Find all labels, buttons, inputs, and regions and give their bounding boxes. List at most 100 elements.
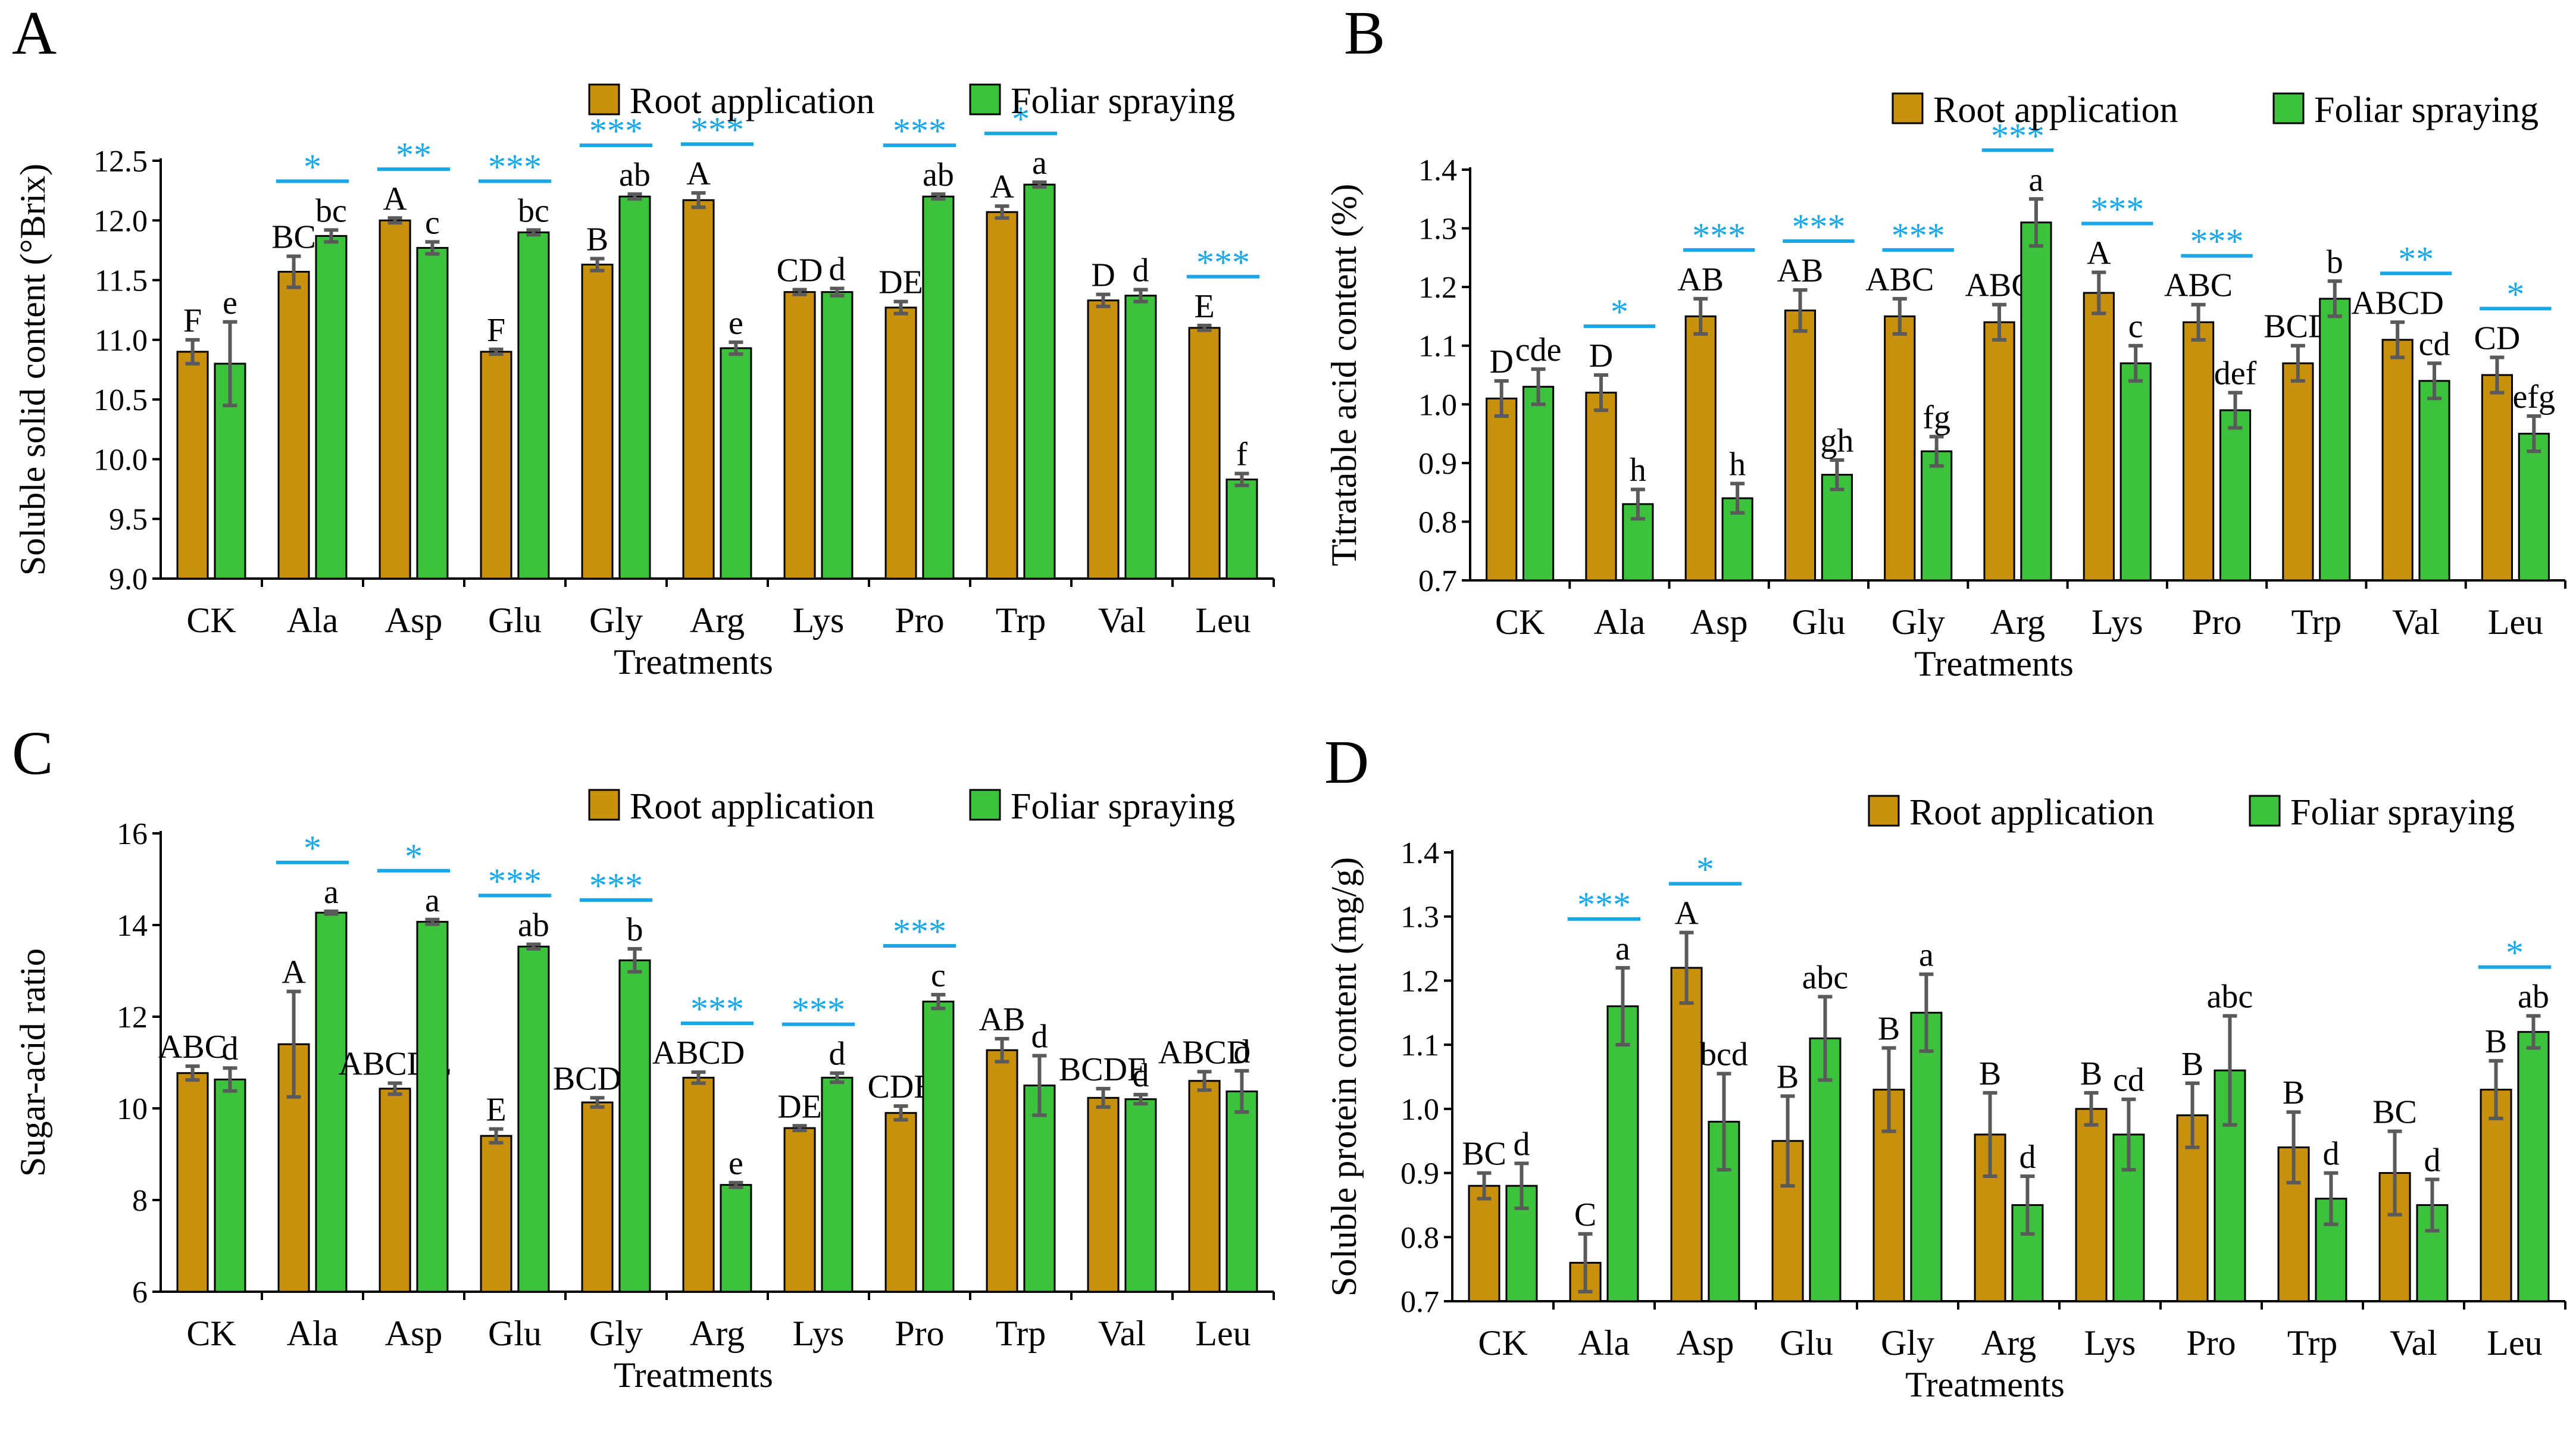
legend-swatch-root — [1892, 92, 1924, 124]
y-tick-label: 9.0 — [109, 563, 148, 596]
significance-letter: d — [1513, 1126, 1530, 1163]
significance-letter: a — [425, 882, 440, 919]
significance-stars: *** — [1792, 207, 1845, 246]
x-tick-label: Lys — [793, 601, 845, 640]
x-tick-label: Lys — [2092, 602, 2143, 642]
panel-b: B 0.7 0.8 0.9 1.0 1.1 1.2 1.3 1.4 CK D cde Ala Dh * Asp… — [1324, 0, 2566, 683]
significance-letter: B — [2283, 1074, 2305, 1111]
legend-swatch-foliar — [2272, 92, 2305, 124]
significance-letter: b — [2327, 243, 2343, 280]
x-tick-label: Pro — [895, 601, 944, 640]
bar-root-application — [1784, 310, 1817, 582]
bar-root-application — [176, 351, 209, 580]
bar-root-application — [1188, 327, 1221, 580]
significance-letter: AB — [1677, 261, 1724, 298]
x-tick-label: Lys — [793, 1314, 845, 1353]
bar-foliar-spraying — [1522, 386, 1555, 582]
x-tick-label: Leu — [1195, 601, 1251, 640]
x-tick-label: Arg — [1990, 602, 2045, 642]
legend: Root application Foliar spraying — [588, 81, 1235, 121]
x-tick-label: CK — [186, 601, 236, 640]
legend: Root application Foliar spraying — [1892, 90, 2539, 130]
significance-letter: f — [1236, 436, 1248, 473]
significance-letter: A — [383, 180, 407, 217]
bar-foliar-spraying — [1809, 1037, 1842, 1302]
legend-swatch-root — [1868, 795, 1900, 827]
significance-letter: b — [626, 911, 643, 948]
y-tick-label: 14 — [117, 909, 148, 943]
bar-root-application — [581, 1101, 614, 1293]
x-tick-label: CK — [1478, 1323, 1527, 1363]
y-axis-title: Soluble solid content (°Brix) — [13, 164, 52, 576]
significance-letter: a — [324, 874, 339, 911]
x-tick-label: Glu — [1792, 602, 1845, 642]
significance-letter: d — [1031, 1018, 1048, 1055]
x-tick-label: Arg — [1981, 1323, 2036, 1363]
significance-stars: * — [304, 147, 321, 186]
bar-foliar-spraying — [2418, 380, 2450, 582]
bar-root-application — [783, 291, 816, 580]
significance-stars: ** — [396, 135, 432, 174]
significance-letter: B — [2181, 1046, 2203, 1083]
legend-swatch-foliar — [969, 83, 1001, 115]
bar-root-application — [480, 351, 512, 580]
significance-letter: B — [2485, 1023, 2507, 1060]
significance-letter: CD — [2474, 320, 2521, 357]
bar-foliar-spraying — [1226, 1091, 1258, 1293]
bar-root-application — [884, 1112, 917, 1293]
significance-letter: D — [1589, 338, 1613, 374]
significance-stars: *** — [589, 111, 643, 151]
bar-root-application — [986, 1049, 1018, 1293]
bar-root-application — [2381, 339, 2414, 582]
bar-root-application — [1884, 315, 1916, 582]
y-tick-label: 0.7 — [1400, 1285, 1439, 1319]
bar-foliar-spraying — [517, 945, 550, 1293]
significance-letter: a — [2029, 161, 2044, 198]
x-tick-label: Ala — [287, 1314, 339, 1353]
bar-root-application — [2183, 321, 2215, 582]
x-tick-label: Leu — [1195, 1314, 1251, 1353]
bar-foliar-spraying — [416, 246, 449, 580]
y-tick-label: 0.8 — [1400, 1221, 1439, 1255]
bar-foliar-spraying — [2517, 1031, 2550, 1302]
significance-stars: *** — [1577, 885, 1631, 924]
panel-label: C — [12, 719, 53, 788]
x-tick-label: Val — [2392, 602, 2440, 642]
x-axis-title: Treatments — [614, 642, 773, 682]
y-tick-label: 0.8 — [1418, 505, 1457, 539]
significance-letter: A — [686, 155, 711, 192]
bar-foliar-spraying — [922, 1001, 955, 1293]
y-tick-label: 1.2 — [1418, 271, 1457, 305]
significance-stars: ** — [2398, 239, 2434, 279]
significance-stars: *** — [893, 111, 946, 151]
bar-root-application — [1188, 1080, 1221, 1293]
significance-stars: *** — [488, 147, 542, 186]
significance-letter: B — [1878, 1011, 1900, 1048]
significance-letter: F — [487, 312, 505, 349]
x-tick-label: Pro — [2192, 602, 2242, 642]
x-tick-label: Arg — [690, 601, 745, 640]
y-tick-label: 1.4 — [1418, 154, 1457, 188]
y-tick-label: 11.0 — [95, 324, 148, 358]
bar-root-application — [2075, 1108, 2108, 1302]
significance-letter: c — [425, 204, 440, 241]
significance-stars: * — [304, 829, 321, 868]
legend-label-root: Root application — [1909, 792, 2155, 833]
y-tick-label: 1.4 — [1400, 836, 1439, 870]
bar-foliar-spraying — [720, 347, 752, 580]
significance-letter: def — [2214, 355, 2257, 392]
significance-stars: * — [2506, 274, 2524, 314]
bar-foliar-spraying — [2020, 221, 2052, 582]
legend-swatch-root — [588, 789, 620, 821]
x-tick-label: Trp — [996, 601, 1046, 640]
significance-letter: abc — [1802, 959, 1849, 996]
significance-letter: ab — [619, 157, 651, 193]
significance-letter: d — [221, 1030, 238, 1067]
bar-foliar-spraying — [315, 235, 348, 580]
significance-stars: *** — [2190, 222, 2244, 261]
significance-letter: DE — [777, 1088, 822, 1125]
significance-letter: cd — [2113, 1062, 2144, 1099]
